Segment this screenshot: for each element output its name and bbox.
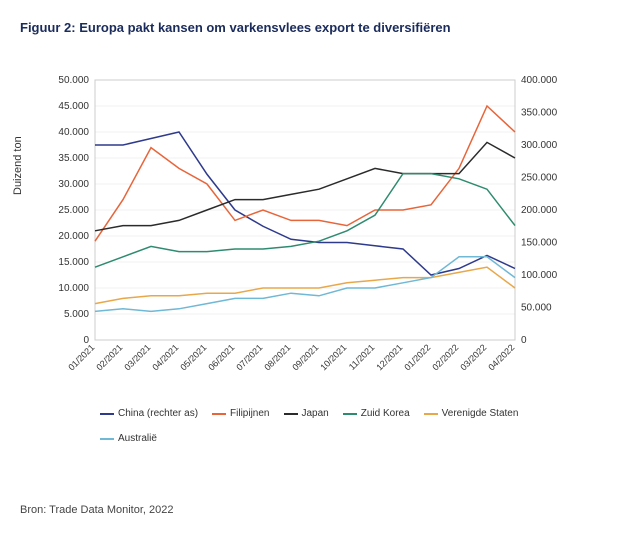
svg-text:5.000: 5.000 xyxy=(64,309,89,320)
chart-container: Duizend ton Duizend ton 05.00010.00015.0… xyxy=(40,75,600,444)
svg-text:45.000: 45.000 xyxy=(58,101,89,112)
legend-label: Filipijnen xyxy=(230,408,269,419)
y-left-label: Duizend ton xyxy=(12,136,24,195)
legend: China (rechter as) Filipijnen Japan Zuid Ko… xyxy=(100,408,580,444)
legend-item: Filipijnen xyxy=(212,408,269,419)
svg-text:15.000: 15.000 xyxy=(58,257,89,268)
svg-text:30.000: 30.000 xyxy=(58,179,89,190)
svg-text:400.000: 400.000 xyxy=(521,75,558,86)
svg-text:06/2021: 06/2021 xyxy=(206,342,236,372)
figure-title: Figuur 2: Europa pakt kansen om varkensv… xyxy=(20,20,611,35)
svg-text:09/2021: 09/2021 xyxy=(290,342,320,372)
legend-swatch xyxy=(343,413,357,415)
svg-text:04/2022: 04/2022 xyxy=(486,342,516,372)
svg-text:50.000: 50.000 xyxy=(58,75,89,86)
legend-item: China (rechter as) xyxy=(100,408,198,419)
svg-text:12/2021: 12/2021 xyxy=(374,342,404,372)
legend-item: Japan xyxy=(284,408,329,419)
svg-text:01/2021: 01/2021 xyxy=(66,342,96,372)
svg-text:08/2021: 08/2021 xyxy=(262,342,292,372)
svg-text:35.000: 35.000 xyxy=(58,153,89,164)
line-chart: 0 5.000 10.000 15.000 20.000 25.000 30.000 35.0… xyxy=(40,75,570,400)
svg-text:300.000: 300.000 xyxy=(521,140,558,151)
svg-text:03/2022: 03/2022 xyxy=(458,342,488,372)
svg-text:04/2021: 04/2021 xyxy=(150,342,180,372)
legend-swatch xyxy=(284,413,298,415)
legend-swatch xyxy=(100,413,114,415)
legend-label: China (rechter as) xyxy=(118,408,198,419)
svg-text:01/2022: 01/2022 xyxy=(402,342,432,372)
svg-text:150.000: 150.000 xyxy=(521,238,558,249)
legend-label: Zuid Korea xyxy=(361,408,410,419)
legend-item: Verenigde Staten xyxy=(424,408,519,419)
svg-text:07/2021: 07/2021 xyxy=(234,342,264,372)
legend-label: Verenigde Staten xyxy=(442,408,519,419)
svg-text:02/2021: 02/2021 xyxy=(94,342,124,372)
svg-text:50.000: 50.000 xyxy=(521,303,552,314)
svg-text:200.000: 200.000 xyxy=(521,205,558,216)
legend-swatch xyxy=(212,413,226,415)
legend-item: Zuid Korea xyxy=(343,408,410,419)
svg-text:02/2022: 02/2022 xyxy=(430,342,460,372)
svg-text:20.000: 20.000 xyxy=(58,231,89,242)
legend-item: Australië xyxy=(100,433,157,444)
svg-text:250.000: 250.000 xyxy=(521,173,558,184)
svg-text:10.000: 10.000 xyxy=(58,283,89,294)
svg-text:0: 0 xyxy=(521,335,527,346)
legend-label: Australië xyxy=(118,433,157,444)
legend-label: Japan xyxy=(302,408,329,419)
svg-text:10/2021: 10/2021 xyxy=(318,342,348,372)
svg-text:40.000: 40.000 xyxy=(58,127,89,138)
legend-swatch xyxy=(100,438,114,440)
svg-text:25.000: 25.000 xyxy=(58,205,89,216)
source-text: Bron: Trade Data Monitor, 2022 xyxy=(20,504,611,516)
svg-text:11/2021: 11/2021 xyxy=(347,342,377,372)
legend-swatch xyxy=(424,413,438,415)
svg-text:100.000: 100.000 xyxy=(521,270,558,281)
svg-text:03/2021: 03/2021 xyxy=(122,342,152,372)
svg-text:350.000: 350.000 xyxy=(521,108,558,119)
svg-text:05/2021: 05/2021 xyxy=(178,342,208,372)
